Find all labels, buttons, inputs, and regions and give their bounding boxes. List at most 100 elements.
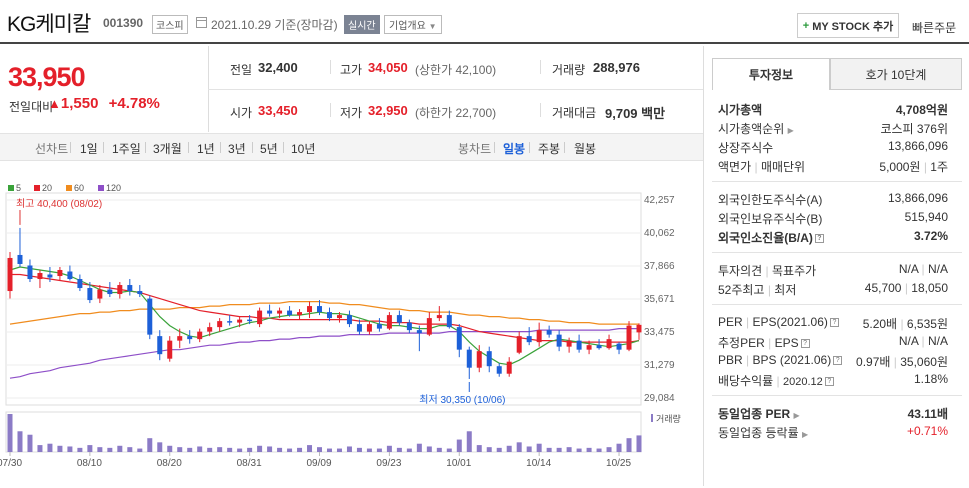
candle-body [47,274,53,278]
candle-body [636,324,642,333]
divider [220,142,221,153]
volume-bar [536,443,542,452]
help-icon[interactable]: ? [829,318,839,328]
volume-bar [476,445,482,452]
candle-body [87,288,93,301]
candle-body [277,310,283,314]
volume-bar [217,447,223,452]
tab-invest-info[interactable]: 투자정보 [712,58,830,90]
open-value: 33,450 [258,103,298,118]
info-row-market-cap-rank[interactable]: 시가총액순위 ▶ 코스피 376위 [718,120,948,138]
candle-body [297,312,303,316]
volume-bar [17,431,23,452]
candle-body [67,271,73,280]
candle-weekly[interactable]: 주봉 [538,142,561,156]
period-5y[interactable]: 5년 [260,142,278,156]
help-icon[interactable]: ? [833,356,843,366]
info-row-sector-rate[interactable]: 동일업종 등락률 ▶ +0.71% [718,424,948,442]
stock-chart[interactable]: 42,257 40,062 37,866 35,671 33,475 31,279 29,0… [0,175,703,488]
candle-body [536,330,542,343]
y-tick-label: 37,866 [644,261,675,272]
period-3m[interactable]: 3개월 [153,142,182,156]
amount-label: 거래대금 [552,106,597,120]
candle-daily[interactable]: 일봉 [503,142,526,156]
x-tick-label: 10/25 [606,458,631,469]
divider [188,142,189,153]
foreign-limit-label: 외국인한도주식수(A) [718,193,823,207]
volume-bar [456,439,462,452]
max-annotation: 최고 40,400 (08/02) [16,198,102,210]
candle-body [496,366,502,374]
company-overview-button[interactable]: 기업개요 ▼ [384,15,442,34]
help-icon[interactable]: ? [814,234,824,244]
candle-chart-button[interactable]: 봉차트 [458,142,492,156]
x-tick-label: 07/30 [0,458,22,469]
target-value: N/A [927,262,948,276]
legend-label: 20 [42,183,52,193]
period-1d[interactable]: 1일 [80,142,98,156]
volume-bar [127,447,133,452]
info-row-face-unit: 액면가 | 매매단위 5,000원 | 1주 [718,160,948,174]
period-1y[interactable]: 1년 [197,142,215,156]
bps-value: 35,060원 [900,355,948,369]
candle-body [227,321,233,323]
candle-body [197,331,203,340]
candle-body [596,345,602,349]
period-3y[interactable]: 3년 [228,142,246,156]
candle-body [317,306,323,313]
y-tick-label: 33,475 [644,327,675,338]
tab-hoga-10[interactable]: 호가 10단계 [830,58,962,90]
candle-body [406,322,412,331]
volume-bar [137,448,143,452]
candle-body [426,318,432,335]
w52-low-label: 최저 [774,283,797,297]
period-1w[interactable]: 1주일 [112,142,141,156]
quick-order-button[interactable]: 빠른주문 [912,21,957,35]
candle-monthly[interactable]: 월봉 [574,142,597,156]
divider [70,142,71,153]
line-chart-button[interactable]: 선차트 [35,142,69,156]
pbr-value: 0.97배 [856,355,891,369]
volume-bar [37,445,43,452]
volume-bar [257,445,263,452]
stock-code: 001390 [103,16,144,30]
ma-line-ma60 [9,300,639,325]
amount-value: 9,709 백만 [605,106,666,121]
realtime-button[interactable]: 실시간 [344,15,380,34]
x-tick-label: 10/14 [526,458,551,469]
volume-bar [426,446,432,452]
opinion-label: 투자의견 [718,264,763,278]
candle-body [416,330,422,334]
divider [145,142,146,153]
chevron-right-icon: ▶ [787,126,794,135]
candle-body [556,334,562,347]
volume-bar [396,447,402,452]
target-label: 목표주가 [771,264,817,278]
foreign-hold-value: 515,940 [904,210,948,224]
period-10y[interactable]: 10년 [291,142,316,156]
candle-body [486,351,492,367]
candle-body [247,319,253,322]
info-row-sector-per[interactable]: 동일업종 PER ▶ 43.11배 [718,405,948,423]
candle-body [356,324,362,332]
candle-body [97,289,103,299]
volume-bar [267,446,273,452]
y-tick-label: 29,084 [644,393,675,404]
help-icon[interactable]: ? [800,339,810,349]
mystock-add-button[interactable]: + MY STOCK 추가 [797,13,899,38]
volume-bar [416,443,422,452]
upper-limit: (상한가 42,100) [415,63,497,77]
legend-swatch [34,185,40,191]
volume-bar [97,447,103,452]
candle-body [17,254,23,264]
divider [703,46,704,486]
volume-bar [47,443,53,452]
help-icon[interactable]: ? [824,377,834,387]
shares-value: 13,866,096 [887,139,948,153]
candle-body [326,312,332,319]
change-label: 전일대비 [9,100,54,114]
volume-bar [346,446,352,452]
candle-body [336,315,342,319]
x-tick-label: 08/20 [157,458,182,469]
divider [283,142,284,153]
